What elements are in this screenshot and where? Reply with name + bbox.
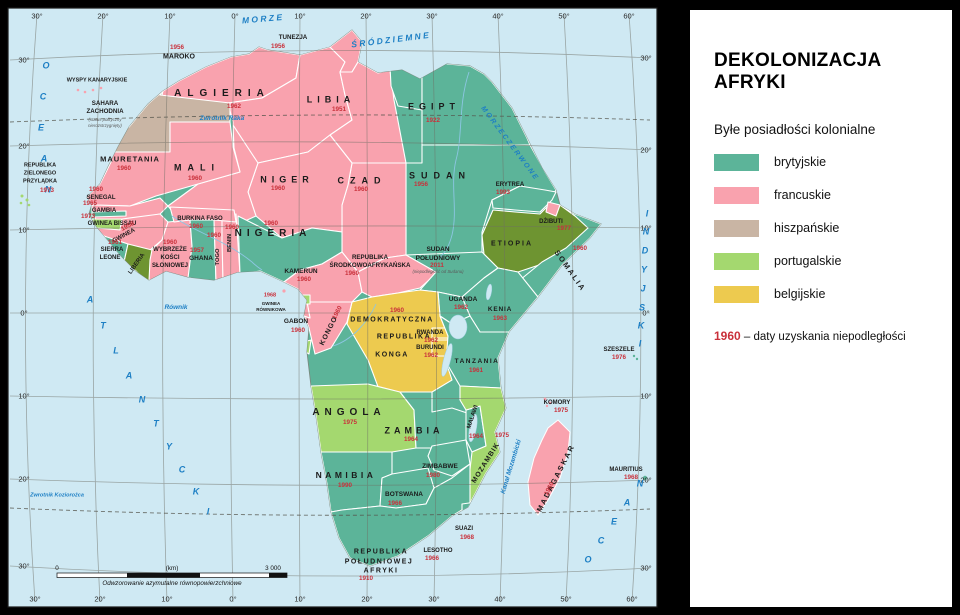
scale-bar [56, 572, 288, 578]
legend-item: hiszpańskie [714, 219, 936, 237]
lakes [441, 283, 493, 443]
legend-item: belgijskie [714, 285, 936, 303]
legend-label: brytyjskie [774, 155, 827, 169]
legend-title: Byłe posiadłości kolonialne [714, 122, 876, 137]
rivers [171, 71, 470, 347]
legend-label: belgijskie [774, 287, 826, 301]
country-shapes [87, 30, 601, 566]
legend-rows: brytyjskie francuskie hiszpańskie portugals… [714, 153, 936, 303]
legend-label: francuskie [774, 188, 831, 202]
legend-swatch [714, 285, 759, 303]
legend-swatch [714, 219, 759, 237]
legend-swatch [714, 252, 759, 270]
legend-swatch [714, 186, 759, 204]
legend-swatch [714, 153, 759, 171]
independence-note: 1960 – daty uzyskania niepodległości [714, 329, 936, 343]
legend-label: portugalskie [774, 254, 842, 268]
madagascar-shape [527, 419, 571, 516]
page-title: DEKOLONIZACJA AFRYKI [714, 50, 881, 93]
islands [19, 86, 648, 481]
legend-item: portugalskie [714, 252, 936, 270]
graticule [9, 13, 651, 603]
note-text: – daty uzyskania niepodległości [743, 331, 906, 343]
legend-item: francuskie [714, 186, 936, 204]
legend-item: brytyjskie [714, 153, 936, 171]
legend-panel: DEKOLONIZACJA AFRYKI Byłe posiadłości ko… [690, 10, 952, 607]
note-year: 1960 [714, 329, 741, 343]
legend-label: hiszpańskie [774, 221, 840, 235]
